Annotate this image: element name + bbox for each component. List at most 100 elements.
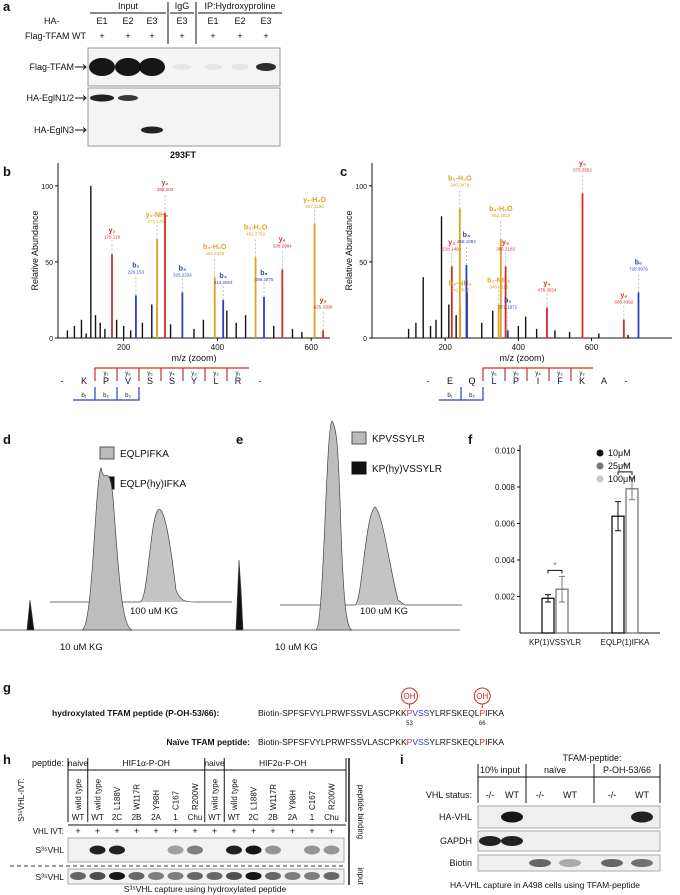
ion-mz: 394.2445: [205, 251, 224, 256]
status: -/-: [486, 790, 495, 800]
histogram: [50, 509, 232, 603]
ion-mz: 412.2554: [214, 280, 233, 285]
variant-label: C167: [172, 790, 181, 810]
ion-name: b₅: [260, 270, 268, 277]
sequence-segment: YLRFSKEQL: [429, 737, 479, 747]
band: [559, 859, 581, 867]
caption: HA-VHL capture in A498 cells using TFAM-…: [450, 880, 640, 890]
ion-name: b₄-H₂O: [203, 244, 227, 251]
oh-circle: [400, 687, 418, 705]
residue: F: [557, 376, 563, 386]
oh-label: OH: [476, 692, 488, 701]
band: [187, 845, 203, 855]
ion-mz: 346.0815: [489, 285, 508, 290]
ion-mz: 175.119: [104, 234, 120, 239]
plus-mark: +: [153, 826, 158, 836]
ion-mz: 271.1753: [148, 219, 167, 224]
lane-label: E2: [234, 16, 245, 26]
b-bracket: [117, 387, 140, 401]
arrow: [75, 64, 87, 70]
ion-name: b₃-NH₃: [449, 281, 472, 288]
y-ion-label: y₆: [125, 371, 131, 377]
ion-mz: 352.1819: [491, 213, 510, 218]
y-bracket: [226, 367, 249, 381]
panel-letter: h: [3, 752, 11, 767]
band: [304, 872, 320, 880]
input-label: 10% input: [480, 765, 521, 775]
condition-label: 100 uM KG: [130, 606, 178, 617]
panel-letter: f: [468, 432, 473, 447]
y-ion-label: y₇: [103, 371, 108, 377]
histogram: [26, 599, 35, 631]
ion-mz: 481.2769: [246, 231, 265, 236]
significance-bracket: [617, 471, 633, 475]
ion-name: b₄-H₂O: [448, 176, 472, 183]
blot: [477, 805, 661, 829]
variant-label: wild type: [74, 778, 83, 811]
error-bar: [545, 594, 551, 603]
band: [265, 872, 281, 880]
ion-mz: 241.0875: [451, 288, 470, 293]
ion-mz: 728.3976: [629, 266, 648, 271]
plus-mark: +: [95, 826, 100, 836]
variant-code: Chu: [188, 813, 203, 822]
bar: [541, 597, 555, 634]
band: [226, 845, 242, 855]
band: [148, 872, 164, 880]
y-tick-label: 0: [49, 336, 53, 343]
histogram: [81, 466, 133, 631]
variant-label: L188V: [113, 786, 122, 810]
b-ion-label: b₁: [447, 393, 452, 399]
group-label: IP:Hydroxyproline: [204, 1, 275, 11]
residue-position: 53: [406, 721, 413, 727]
band: [167, 872, 184, 880]
ion-mz: 240.0879: [450, 183, 469, 188]
y-ion-label: y₃: [191, 371, 197, 377]
variant-code: 1: [173, 813, 178, 822]
band: [529, 859, 551, 867]
panel-letter: b: [3, 164, 11, 179]
group-label: naïve: [544, 765, 566, 775]
y-ion-label: y₄: [535, 371, 541, 377]
y-axis-label: Relative Abundance: [344, 210, 354, 290]
legend-label: EQLP(hy)IFKA: [120, 479, 186, 490]
band: [631, 811, 653, 823]
ion-mz: 575.3552: [573, 167, 592, 172]
terminus: -: [259, 376, 262, 386]
status: WT: [505, 790, 519, 800]
variant-label: Y98H: [289, 790, 298, 810]
ion-mz: 365.2183: [496, 246, 515, 251]
y-ion-label: y₅: [147, 371, 153, 377]
status: WT: [635, 790, 649, 800]
x-tick-label: 600: [585, 343, 599, 352]
y-bracket: [526, 367, 549, 381]
ion-mz: 325.2234: [173, 272, 192, 277]
ion-name: y₄: [543, 281, 550, 288]
cell-line: 293FT: [170, 150, 197, 160]
ion-name: y₃: [502, 239, 509, 246]
error-bar: [629, 477, 635, 501]
y-tick-label: 0.010: [495, 446, 516, 455]
band: [115, 58, 141, 76]
status: -/-: [608, 790, 617, 800]
band: [141, 126, 163, 134]
ion-mz: 625.3306: [314, 304, 333, 309]
band: [323, 845, 340, 855]
blot-label: Flag-TFAM: [29, 62, 74, 72]
residue: P: [103, 376, 109, 386]
variant-code: WT: [91, 813, 104, 822]
x-tick-label: 400: [512, 343, 526, 352]
ion-name: y₆: [620, 293, 627, 300]
variant-code: 2A: [288, 813, 298, 822]
y-tick-label: 0: [363, 336, 367, 343]
band: [245, 845, 262, 855]
x-tick-label: KP(1)VSSYLR: [529, 638, 581, 647]
lane-label: E1: [96, 16, 107, 26]
panel-letter: e: [236, 432, 243, 447]
lane-label: E3: [260, 16, 271, 26]
condition-label: 10 uM KG: [275, 642, 318, 653]
band: [265, 845, 281, 855]
side-label: peptide binding: [356, 785, 365, 839]
ion-name: b₂: [504, 297, 511, 304]
y-ion-label: y₅: [513, 371, 519, 377]
